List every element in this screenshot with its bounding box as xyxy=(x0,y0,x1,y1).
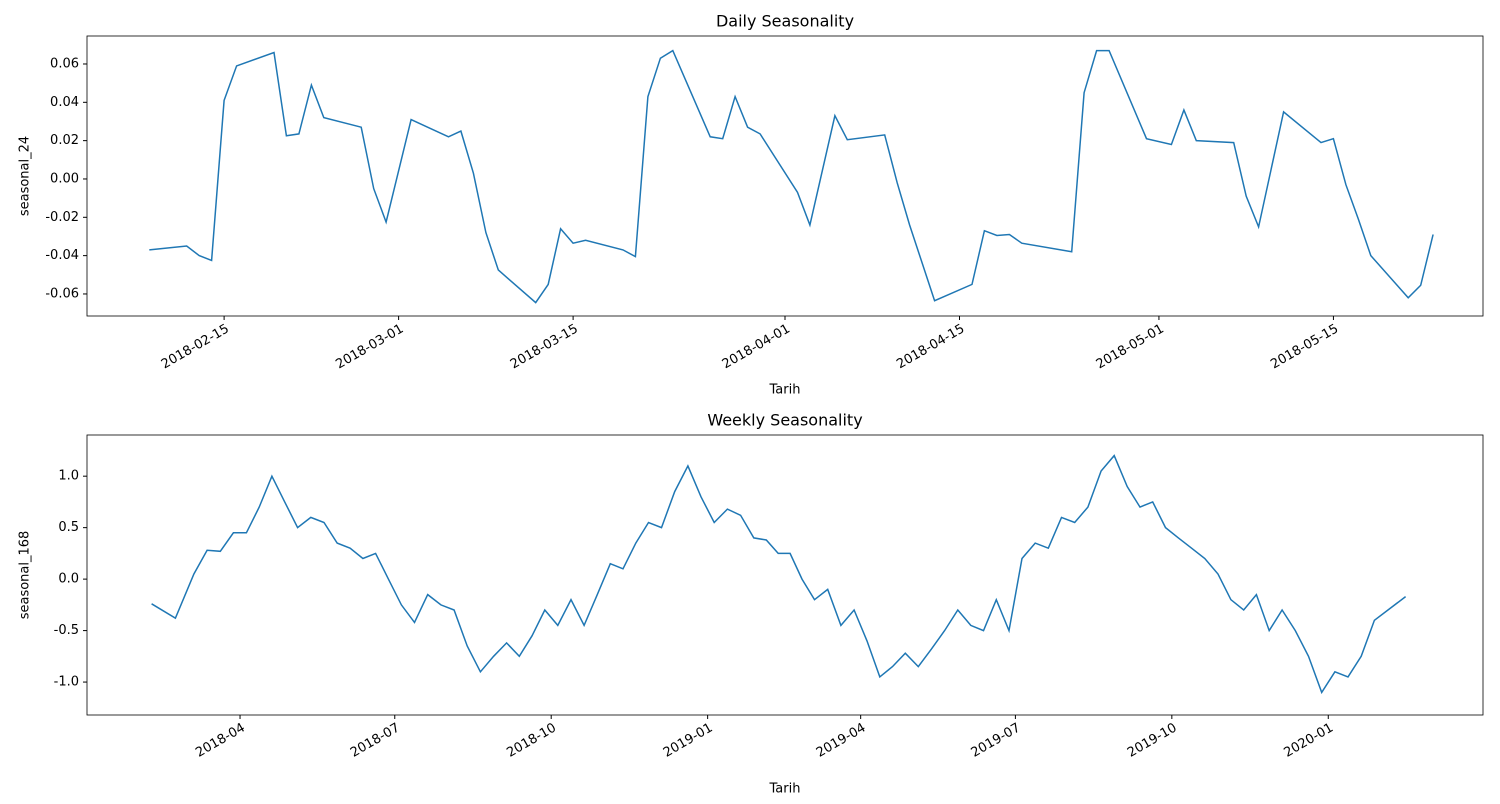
y-tick-label: 1.0 xyxy=(58,469,79,484)
x-tick-label: 2018-04-15 xyxy=(894,322,967,373)
x-tick-label: 2019-07 xyxy=(969,721,1024,761)
axes-frame xyxy=(86,35,1484,317)
x-tick-label: 2018-04-01 xyxy=(720,322,793,373)
y-tick-label: -1.0 xyxy=(54,675,79,690)
chart-title: Weekly Seasonality xyxy=(707,411,862,430)
y-tick-label: 0.06 xyxy=(50,56,79,71)
y-tick-label: 0.04 xyxy=(50,95,79,110)
x-axis-label: Tarih xyxy=(769,782,801,797)
x-tick-label: 2018-03-01 xyxy=(333,322,406,373)
x-tick-label: 2019-01 xyxy=(661,721,716,761)
x-axis-label: Tarih xyxy=(769,383,801,398)
x-tick-label: 2018-02-15 xyxy=(159,322,232,373)
y-tick-label: -0.04 xyxy=(45,248,79,263)
y-tick-label: 0.0 xyxy=(58,572,79,587)
x-tick-label: 2018-10 xyxy=(504,721,559,761)
x-tick-label: 2018-04 xyxy=(193,721,248,761)
y-axis-label: seasonal_24 xyxy=(18,136,33,216)
x-tick-label: 2019-10 xyxy=(1125,721,1180,761)
x-tick-label: 2018-03-15 xyxy=(508,322,581,373)
y-tick-label: -0.02 xyxy=(45,210,79,225)
x-tick-label: 2020-01 xyxy=(1281,721,1336,761)
y-axis-label: seasonal_168 xyxy=(18,531,33,620)
y-tick-label: 0.02 xyxy=(50,133,79,148)
x-tick-label: 2018-05-15 xyxy=(1268,322,1341,373)
y-tick-label: -0.06 xyxy=(45,286,79,301)
x-tick-label: 2019-04 xyxy=(814,721,869,761)
x-tick-label: 2018-05-01 xyxy=(1094,322,1167,373)
axes-frame xyxy=(86,434,1484,716)
x-tick-label: 2018-07 xyxy=(348,721,403,761)
y-tick-label: 0.00 xyxy=(50,171,79,186)
line xyxy=(149,49,1434,304)
chart-title: Daily Seasonality xyxy=(716,12,854,31)
y-tick-label: 0.5 xyxy=(58,520,79,535)
y-tick-label: -0.5 xyxy=(54,623,79,638)
line xyxy=(151,454,1407,695)
